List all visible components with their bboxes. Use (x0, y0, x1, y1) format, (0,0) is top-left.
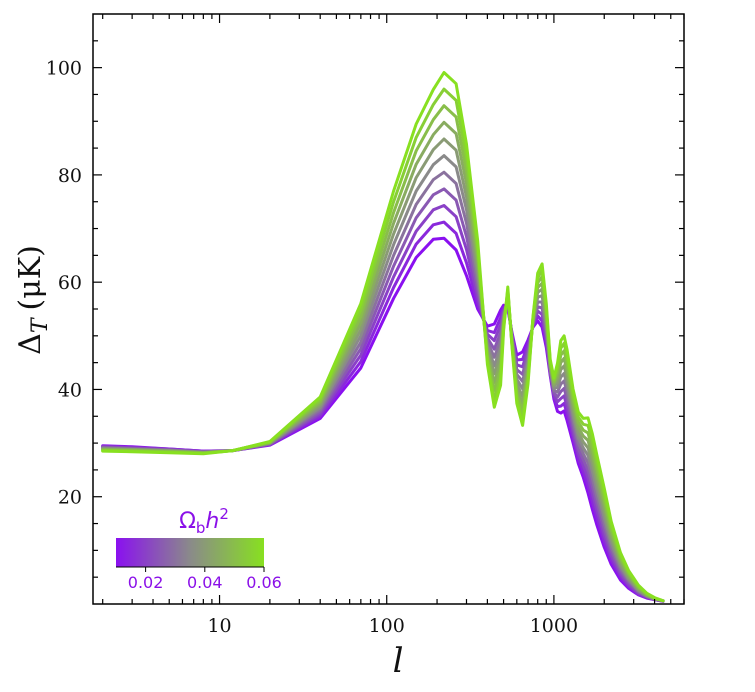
colorbar-label: Ωbh2 (179, 505, 229, 537)
x-tick-label: 100 (369, 615, 405, 637)
series-line-11 (101, 71, 665, 603)
colorbar-tick-label: 0.02 (128, 573, 164, 592)
svg-text:ΔT(μK): ΔT (μK) (13, 245, 53, 355)
x-tick-label: 1000 (530, 615, 578, 637)
colorbar-label-main: Ω (179, 509, 196, 534)
y-axis-label-sub: T (28, 316, 53, 333)
colorbar: Ωbh2 0.02 0.04 0.06 (116, 505, 282, 592)
x-tick-label: 10 (207, 615, 231, 637)
x-axis-label: l (393, 641, 404, 681)
series-layer (101, 71, 665, 603)
colorbar-tick-label: 0.06 (246, 573, 282, 592)
ticks-layer (93, 14, 685, 604)
y-tick-label: 40 (58, 379, 82, 401)
colorbar-gradient (116, 538, 264, 567)
colorbar-label-sub: b (196, 519, 206, 537)
y-tick-label: 80 (58, 165, 82, 187)
y-tick-label: 60 (58, 272, 82, 294)
colorbar-ticks: 0.02 0.04 0.06 (116, 566, 282, 592)
colorbar-label-var: h (205, 509, 219, 534)
colorbar-label-sup: 2 (219, 505, 229, 523)
y-tick-label: 20 (58, 487, 82, 509)
y-axis-label-main: Δ (13, 333, 48, 355)
colorbar-tick-label: 0.04 (187, 573, 223, 592)
y-tick-label: 100 (46, 58, 82, 80)
tick-labels: 10 100 1000 20 40 60 80 100 (46, 58, 578, 637)
y-axis-label-units: (μK) (13, 245, 48, 310)
y-axis-label: ΔT (μK) (13, 245, 53, 355)
